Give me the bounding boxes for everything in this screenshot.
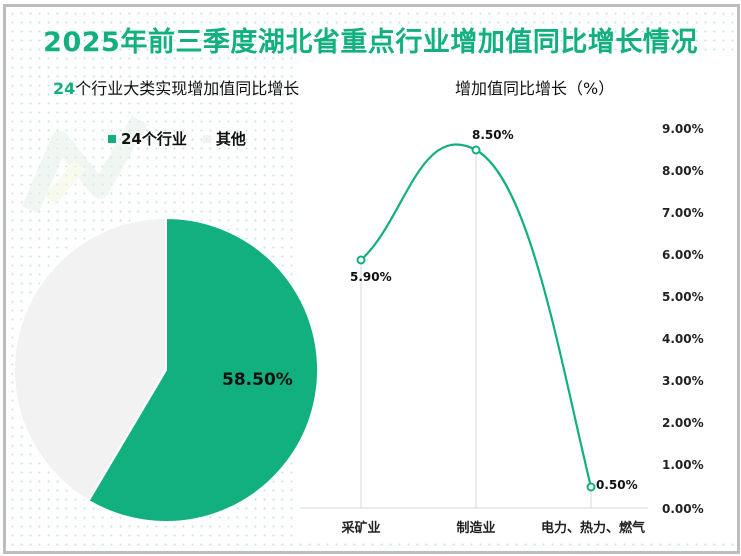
legend-swatch-icon xyxy=(108,134,116,143)
y-tick-label: 4.00% xyxy=(662,332,704,346)
legend-label: 其他 xyxy=(215,130,246,148)
legend-item-other[interactable]: 其他 xyxy=(202,128,246,149)
y-tick-label: 7.00% xyxy=(662,206,704,220)
pie-subtitle-text: 个行业大类实现增加值同比增长 xyxy=(75,79,300,98)
data-label-manufacturing: 8.50% xyxy=(472,128,514,142)
pie-legend: 24个行业 其他 xyxy=(108,128,262,149)
pie-slice-24-industries[interactable] xyxy=(87,216,319,523)
legend-swatch-icon xyxy=(202,134,211,143)
y-tick-label: 2.00% xyxy=(662,416,704,430)
y-tick-label: 1.00% xyxy=(662,458,704,472)
data-point-manufacturing[interactable] xyxy=(471,145,481,155)
y-tick-label: 6.00% xyxy=(662,248,704,262)
pie-slice-other[interactable] xyxy=(13,216,167,503)
data-label-utilities: 0.50% xyxy=(596,478,638,492)
y-tick-label: 0.00% xyxy=(662,502,704,516)
watermark-logo-icon xyxy=(21,115,148,214)
y-tick-label: 8.00% xyxy=(662,164,704,178)
data-label-mining: 5.90% xyxy=(350,270,392,284)
data-point-utilities[interactable] xyxy=(586,482,596,492)
growth-line xyxy=(360,143,593,488)
pie-subtitle-accent: 24 xyxy=(53,79,76,98)
legend-item-24-industries[interactable]: 24个行业 xyxy=(108,128,187,149)
pie-subtitle: 24个行业大类实现增加值同比增长 xyxy=(53,75,299,99)
x-label-mining: 采矿业 xyxy=(341,521,381,536)
pie-value-label: 58.50% xyxy=(222,370,293,390)
chart-title: 2025年前三季度湖北省重点行业增加值同比增长情况 xyxy=(43,27,698,58)
y-tick-label: 9.00% xyxy=(662,122,704,136)
line-subtitle: 增加值同比增长（%） xyxy=(455,79,615,98)
y-tick-label: 5.00% xyxy=(662,290,704,304)
line-plot-area xyxy=(297,56,736,540)
data-point-mining[interactable] xyxy=(356,255,366,265)
x-label-utilities: 电力、热力、燃气 xyxy=(540,521,646,536)
y-tick-label: 3.00% xyxy=(662,374,704,388)
legend-label: 24个行业 xyxy=(121,130,187,148)
x-label-manufacturing: 制造业 xyxy=(456,521,496,536)
